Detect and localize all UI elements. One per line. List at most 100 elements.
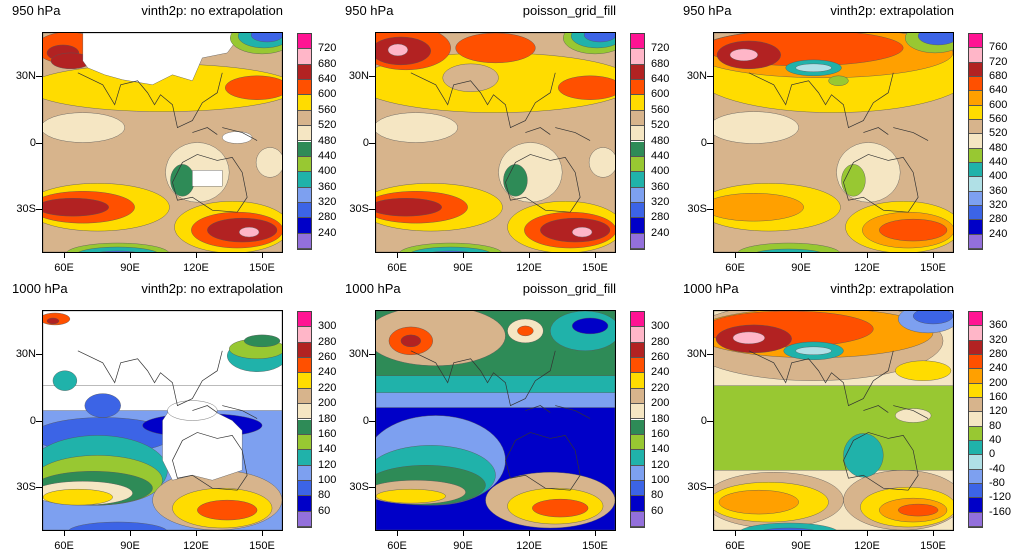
colorbar-label: -160	[989, 505, 1012, 518]
colorbar-swatch	[298, 342, 311, 359]
y-tick-label: 0	[29, 136, 36, 149]
colorbar-label: 100	[318, 473, 337, 486]
colorbar-swatch	[969, 398, 982, 413]
colorbar-swatch	[298, 110, 311, 127]
contour-region	[558, 75, 615, 100]
contour-map	[42, 310, 283, 531]
colorbar-swatch	[631, 388, 644, 405]
colorbar-label: 560	[651, 103, 670, 116]
colorbar-swatch	[631, 342, 644, 359]
colorbar-label: 120	[989, 405, 1008, 418]
x-tick	[595, 253, 596, 258]
y-tick-label: 30S	[687, 481, 707, 493]
y-tick-label: 0	[362, 136, 369, 149]
pressure-level-title: 1000 hPa	[683, 281, 739, 296]
y-tick	[707, 76, 713, 77]
x-tick-label: 150E	[920, 262, 946, 274]
colorbar-label: 440	[318, 149, 337, 162]
contour-region	[432, 250, 469, 252]
colorbar-swatch	[298, 434, 311, 451]
colorbar-label: 320	[651, 195, 670, 208]
colorbar-swatch	[969, 512, 982, 527]
colorbar-label: 520	[318, 119, 337, 132]
x-tick	[867, 531, 868, 536]
contour-region	[387, 43, 409, 57]
colorbar-label: 760	[989, 41, 1008, 54]
contour-region	[46, 317, 60, 325]
y-tick-label: 30S	[687, 203, 707, 215]
y-tick	[36, 209, 42, 210]
contour-region	[400, 334, 422, 348]
coastline	[748, 72, 929, 213]
colorbar-swatch	[298, 95, 311, 111]
colorbar-swatch	[631, 373, 644, 389]
contour-region	[714, 193, 804, 222]
contour-region	[912, 311, 953, 325]
colorbar-swatch	[631, 187, 644, 203]
colorbar-label: 100	[651, 473, 670, 486]
colorbar-swatch	[631, 110, 644, 127]
y-tick	[36, 76, 42, 77]
colorbar-swatch	[298, 450, 311, 466]
colorbar-swatch	[298, 156, 311, 173]
colorbar-label: 200	[651, 397, 670, 410]
y-tick-label: 30S	[349, 203, 369, 215]
contour-region	[170, 164, 195, 197]
colorbar-label: 640	[989, 84, 1008, 97]
colorbar-swatch	[298, 126, 311, 142]
colorbar-swatch	[969, 234, 982, 249]
contour-region	[898, 503, 939, 517]
y-tick-label: 30N	[686, 348, 707, 360]
colorbar-label: 160	[651, 427, 670, 440]
x-tick	[735, 253, 736, 258]
colorbar-label: 180	[651, 412, 670, 425]
contour-region	[503, 164, 528, 197]
map-panel: 1000 hPa poisson_grid_fill 300 280 260 240 2…	[333, 278, 669, 558]
x-tick-label: 120E	[854, 540, 880, 552]
x-tick-label: 90E	[453, 540, 473, 552]
colorbar	[630, 33, 645, 250]
colorbar-label: 160	[989, 391, 1008, 403]
contour-map	[713, 32, 954, 253]
colorbar-label: 80	[318, 489, 331, 502]
x-tick	[397, 531, 398, 536]
colorbar-swatch	[631, 480, 644, 497]
colorbar-swatch	[969, 163, 982, 178]
colorbar-swatch	[969, 105, 982, 120]
colorbar-label: 440	[989, 156, 1008, 168]
colorbar-label: 260	[651, 351, 670, 364]
x-tick	[196, 531, 197, 536]
map-panel: 950 hPa vinth2p: no extrapolation 720 680…	[0, 0, 336, 280]
colorbar-swatch	[631, 172, 644, 188]
y-tick	[369, 142, 375, 144]
colorbar-swatch	[631, 218, 644, 234]
colorbar-label: 640	[318, 73, 337, 86]
pressure-level-title: 1000 hPa	[345, 281, 401, 296]
colorbar-label: 200	[318, 397, 337, 410]
colorbar-swatch	[969, 62, 982, 77]
colorbar-label: 680	[989, 70, 1008, 82]
colorbar-swatch	[298, 172, 311, 188]
colorbar-swatch	[969, 220, 982, 235]
y-tick	[369, 420, 375, 422]
contour-region	[455, 33, 536, 64]
contour-region	[763, 527, 815, 530]
colorbar-swatch	[631, 312, 644, 328]
x-tick-label: 150E	[249, 262, 275, 274]
colorbar-swatch	[298, 312, 311, 328]
colorbar-label: -80	[989, 477, 1005, 489]
x-tick-label: 90E	[453, 262, 473, 274]
colorbar-swatch	[969, 355, 982, 370]
contour-region	[197, 499, 258, 521]
y-tick	[36, 487, 42, 488]
pressure-level-title: 950 hPa	[683, 3, 732, 18]
colorbar-label: 640	[651, 73, 670, 86]
colorbar-swatch	[298, 233, 311, 249]
colorbar-swatch	[631, 64, 644, 81]
colorbar-swatch	[298, 404, 311, 420]
colorbar-label: 280	[318, 335, 337, 348]
colorbar-swatch	[298, 64, 311, 81]
contour-region	[828, 75, 849, 86]
method-title: vinth2p: no extrapolation	[141, 3, 283, 18]
method-title: poisson_grid_fill	[522, 3, 616, 18]
